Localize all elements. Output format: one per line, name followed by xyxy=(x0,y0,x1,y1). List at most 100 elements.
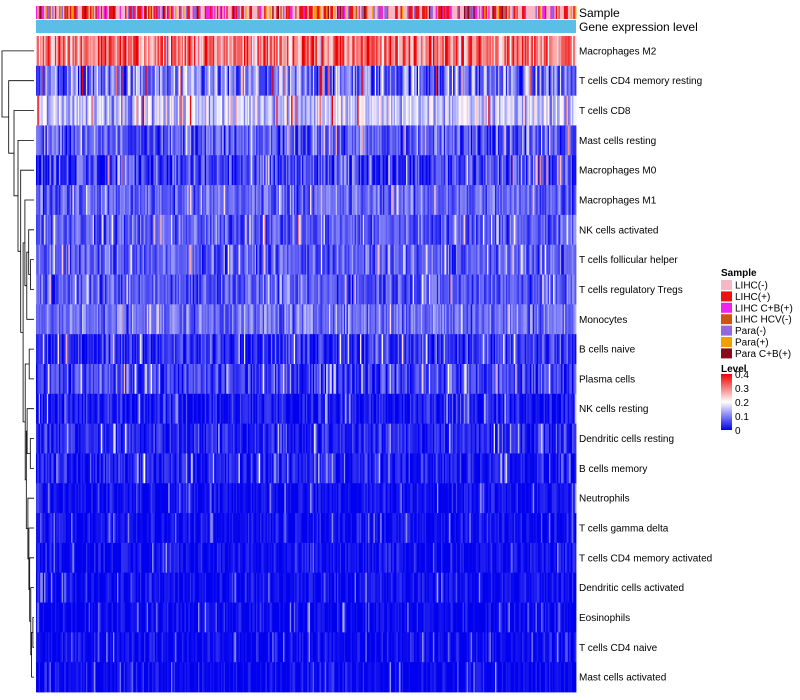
heatmap-cell xyxy=(307,185,310,216)
heatmap-cell xyxy=(63,334,65,365)
heatmap-cell xyxy=(350,125,353,156)
heatmap-cell xyxy=(430,304,432,335)
heatmap-cell xyxy=(77,364,80,395)
heatmap-cell xyxy=(230,36,233,67)
heatmap-cell xyxy=(80,244,83,275)
heatmap-cell xyxy=(171,274,173,305)
heatmap-cell xyxy=(142,244,145,275)
heatmap-cell xyxy=(63,155,65,186)
sample-annotation-cell xyxy=(512,6,515,19)
heatmap-cell xyxy=(322,214,324,246)
heatmap-cell xyxy=(345,185,347,216)
sample-annotation-cell xyxy=(164,6,166,19)
heatmap-cell xyxy=(57,155,60,186)
heatmap-cell xyxy=(108,304,111,335)
heatmap-cell xyxy=(350,214,353,246)
heatmap-cell xyxy=(438,36,441,67)
heatmap-cell xyxy=(501,155,504,186)
heatmap-cell xyxy=(258,36,261,67)
heatmap-cell xyxy=(569,214,571,246)
heatmap-cell xyxy=(110,155,112,186)
heatmap-cell xyxy=(45,364,48,395)
heatmap-cell xyxy=(393,274,396,305)
heatmap-cell xyxy=(265,65,268,97)
heatmap-cell xyxy=(226,65,229,97)
heatmap-cell xyxy=(554,334,557,365)
heatmap-cell xyxy=(125,214,127,246)
heatmap-cell xyxy=(119,214,122,246)
heatmap-cell xyxy=(57,185,60,216)
heatmap-cell xyxy=(569,65,571,97)
heatmap-cell xyxy=(260,65,262,97)
heatmap-cell xyxy=(216,155,219,186)
heatmap-cell xyxy=(285,274,288,305)
heatmap-cell xyxy=(203,95,206,126)
heatmap-cell xyxy=(411,125,414,156)
heatmap-cell xyxy=(185,274,188,305)
heatmap-cell xyxy=(44,274,46,305)
heatmap-cell xyxy=(547,274,550,305)
heatmap-cell xyxy=(320,65,323,97)
heatmap-cell xyxy=(272,155,274,186)
heatmap-cell xyxy=(58,214,61,246)
heatmap-cell xyxy=(114,304,117,335)
heatmap-row xyxy=(36,36,577,67)
heatmap-cell xyxy=(387,155,389,186)
heatmap-cell xyxy=(210,304,212,335)
heatmap-cell xyxy=(318,214,320,246)
heatmap-cell xyxy=(308,304,311,335)
heatmap-cell xyxy=(432,65,435,97)
heatmap-cell xyxy=(376,274,378,305)
heatmap-cell xyxy=(351,65,354,97)
heatmap-cell xyxy=(323,185,326,216)
heatmap-cell xyxy=(88,274,91,305)
heatmap-cell xyxy=(554,155,557,186)
heatmap-cell xyxy=(135,125,138,156)
heatmap-cell xyxy=(557,125,559,156)
heatmap-cell xyxy=(423,185,426,216)
heatmap-cell xyxy=(253,125,256,156)
heatmap-cell xyxy=(376,65,378,97)
heatmap-cell xyxy=(507,274,509,305)
heatmap-cell xyxy=(395,36,397,67)
heatmap-cell xyxy=(301,185,304,216)
heatmap-cell xyxy=(127,364,130,395)
heatmap-cell xyxy=(229,155,231,186)
heatmap-cell xyxy=(546,244,549,275)
heatmap-cell xyxy=(316,36,319,67)
heatmap-cell xyxy=(177,65,180,97)
heatmap-cell xyxy=(453,244,455,275)
heatmap-cell xyxy=(404,304,407,335)
heatmap-cell xyxy=(257,334,260,365)
heatmap-cell xyxy=(234,95,237,126)
heatmap-cell xyxy=(445,125,447,156)
heatmap-cell xyxy=(76,185,79,216)
sample-annotation-cell xyxy=(488,6,490,19)
heatmap-cell xyxy=(351,334,354,365)
heatmap-cell xyxy=(219,334,222,365)
heatmap-cell xyxy=(335,155,338,186)
heatmap-cell xyxy=(99,185,102,216)
heatmap-cell xyxy=(490,185,493,216)
heatmap-cell xyxy=(419,334,422,365)
heatmap-cell xyxy=(351,185,354,216)
heatmap-cell xyxy=(451,214,454,246)
heatmap-cell xyxy=(292,185,295,216)
heatmap-cell xyxy=(250,36,253,67)
heatmap-cell xyxy=(307,274,310,305)
sample-annotation-cell xyxy=(246,6,249,19)
heatmap-cell xyxy=(439,155,442,186)
heatmap-cell xyxy=(65,65,68,97)
heatmap-cell xyxy=(511,65,513,97)
heatmap-cell xyxy=(193,155,196,186)
heatmap-cell xyxy=(60,334,63,365)
heatmap-cell xyxy=(519,185,522,216)
heatmap-cell xyxy=(557,214,559,246)
heatmap-cell xyxy=(303,155,306,186)
heatmap-cell xyxy=(446,214,449,246)
heatmap-cell xyxy=(519,155,522,186)
heatmap-cell xyxy=(463,36,466,67)
heatmap-cell xyxy=(279,65,281,97)
heatmap-cell xyxy=(534,274,536,305)
heatmap-cell xyxy=(414,334,416,365)
